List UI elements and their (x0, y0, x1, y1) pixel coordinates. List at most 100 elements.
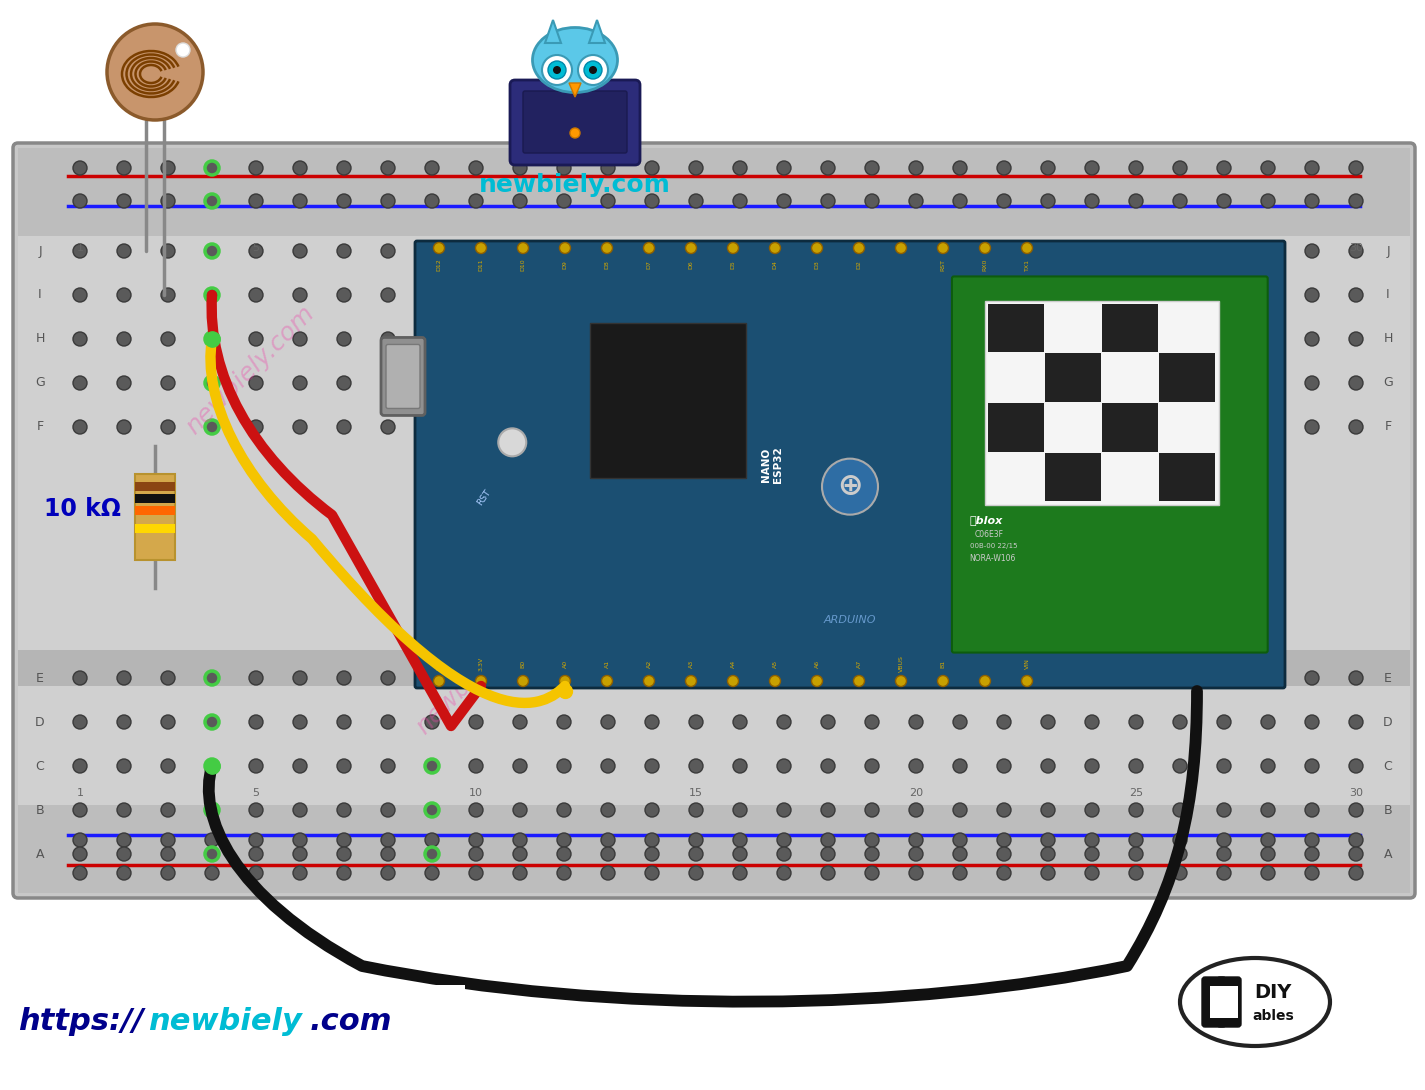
Text: A4: A4 (731, 659, 735, 668)
Circle shape (953, 194, 968, 208)
Circle shape (1349, 332, 1362, 346)
Text: RST: RST (476, 487, 493, 507)
Circle shape (1173, 803, 1187, 818)
Circle shape (294, 847, 306, 861)
Circle shape (117, 288, 131, 302)
Text: I: I (1387, 289, 1389, 302)
Circle shape (557, 865, 571, 880)
Circle shape (1261, 332, 1275, 346)
Circle shape (1261, 803, 1275, 818)
Circle shape (249, 420, 264, 434)
Circle shape (73, 803, 87, 818)
Circle shape (425, 833, 439, 847)
Text: A6: A6 (815, 659, 819, 668)
Text: D8: D8 (604, 261, 610, 269)
Circle shape (73, 759, 87, 773)
Circle shape (1349, 161, 1362, 175)
Circle shape (557, 161, 571, 175)
Circle shape (1084, 161, 1099, 175)
Circle shape (1173, 244, 1187, 258)
Text: D13: D13 (436, 657, 442, 670)
Text: ⊕: ⊕ (838, 472, 862, 501)
Circle shape (821, 332, 835, 346)
Circle shape (865, 161, 879, 175)
Text: B0: B0 (520, 659, 526, 668)
Circle shape (469, 715, 483, 729)
Text: J: J (38, 244, 41, 257)
Circle shape (909, 194, 923, 208)
Circle shape (1349, 244, 1362, 258)
Circle shape (513, 759, 527, 773)
FancyBboxPatch shape (952, 277, 1268, 653)
Circle shape (821, 847, 835, 861)
Circle shape (476, 676, 486, 687)
Circle shape (1217, 376, 1231, 390)
Text: F: F (1385, 421, 1392, 434)
Circle shape (205, 759, 219, 773)
Circle shape (821, 161, 835, 175)
Text: J: J (1387, 244, 1389, 257)
Circle shape (476, 242, 486, 254)
Circle shape (909, 803, 923, 818)
Circle shape (205, 420, 219, 434)
Circle shape (205, 715, 219, 729)
Circle shape (865, 865, 879, 880)
Circle shape (161, 671, 175, 685)
Circle shape (732, 833, 747, 847)
Circle shape (777, 847, 791, 861)
Circle shape (73, 161, 87, 175)
Circle shape (1084, 376, 1099, 390)
Circle shape (294, 244, 306, 258)
Circle shape (161, 865, 175, 880)
Text: D2: D2 (856, 261, 862, 269)
Circle shape (380, 833, 395, 847)
Circle shape (513, 865, 527, 880)
Text: DIY: DIY (1254, 982, 1291, 1002)
Polygon shape (569, 83, 581, 97)
Text: 25: 25 (1129, 243, 1143, 253)
FancyBboxPatch shape (13, 143, 1415, 898)
Circle shape (1173, 833, 1187, 847)
Circle shape (1084, 865, 1099, 880)
Circle shape (1261, 244, 1275, 258)
Circle shape (1173, 194, 1187, 208)
Circle shape (865, 847, 879, 861)
Circle shape (1042, 865, 1054, 880)
Text: newbiely.com: newbiely.com (410, 601, 549, 739)
Circle shape (690, 194, 703, 208)
Text: A5: A5 (772, 659, 778, 668)
Circle shape (690, 332, 703, 346)
Circle shape (1129, 332, 1143, 346)
Circle shape (336, 244, 351, 258)
Circle shape (895, 242, 906, 254)
Circle shape (1305, 715, 1320, 729)
Circle shape (777, 376, 791, 390)
Bar (1102, 304, 1159, 352)
Text: D4: D4 (772, 261, 778, 269)
Circle shape (117, 865, 131, 880)
Circle shape (1217, 865, 1231, 880)
Bar (1102, 403, 1159, 451)
Circle shape (336, 715, 351, 729)
Circle shape (294, 288, 306, 302)
Circle shape (469, 161, 483, 175)
Circle shape (205, 194, 219, 208)
Circle shape (513, 376, 527, 390)
Circle shape (294, 376, 306, 390)
Circle shape (821, 420, 835, 434)
Circle shape (1261, 376, 1275, 390)
Text: G: G (36, 376, 44, 389)
Circle shape (380, 244, 395, 258)
Circle shape (997, 332, 1010, 346)
Bar (6, 985, 465, 1050)
Circle shape (854, 242, 865, 254)
Bar (19, 806, 1409, 893)
Circle shape (1349, 671, 1362, 685)
Circle shape (1305, 803, 1320, 818)
Circle shape (249, 715, 264, 729)
Circle shape (294, 865, 306, 880)
Circle shape (513, 671, 527, 685)
Circle shape (1305, 420, 1320, 434)
Circle shape (690, 759, 703, 773)
Circle shape (690, 376, 703, 390)
